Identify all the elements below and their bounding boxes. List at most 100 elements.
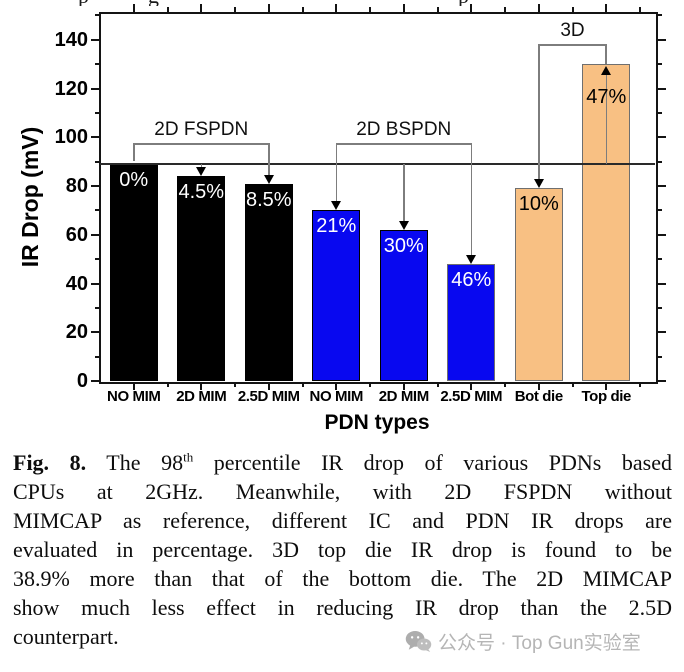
arrow-line: [335, 143, 338, 202]
bar-percent-label: 30%: [383, 234, 424, 257]
y-major-tick: [91, 185, 100, 188]
y-minor-tick: [95, 355, 100, 358]
group-bracket: [336, 143, 472, 145]
bar: [244, 183, 293, 381]
caption-line: show much less effect in reducing IR dro…: [13, 595, 672, 620]
y-minor-tick: [95, 160, 100, 163]
x-major-tick: [267, 4, 270, 12]
y-major-tick: [657, 380, 666, 382]
bar: [514, 188, 563, 381]
arrowhead-down-icon: [398, 220, 409, 230]
x-minor-tick: [504, 382, 506, 387]
x-tick-label: NO MIM: [107, 388, 161, 405]
group-label: 2D FSPDN: [154, 119, 249, 140]
bar-percent-label: 46%: [451, 269, 492, 292]
y-minor-tick: [657, 306, 662, 309]
x-major-tick: [335, 382, 338, 390]
wechat-icon: [405, 631, 432, 652]
y-major-tick: [657, 87, 666, 90]
y-major-tick: [91, 233, 100, 236]
arrowhead-down-icon: [533, 179, 544, 189]
bar-percent-label: 0%: [119, 169, 149, 192]
y-minor-tick: [657, 355, 662, 358]
y-tick-label: 0: [76, 370, 88, 392]
arrow-line: [605, 74, 608, 165]
x-minor-tick: [234, 7, 236, 12]
cropped-glyph: p: [78, 0, 89, 6]
bar: [379, 229, 428, 381]
y-major-tick: [657, 185, 666, 188]
group-bracket: [133, 143, 269, 145]
y-minor-tick: [95, 111, 100, 114]
y-major-tick: [657, 136, 666, 139]
x-minor-tick: [504, 7, 506, 12]
y-tick-label: 120: [54, 77, 88, 100]
cropped-glyph: g: [148, 0, 159, 6]
bar-percent-label: 47%: [586, 86, 627, 109]
plot-frame: [99, 12, 658, 384]
x-minor-tick: [639, 7, 641, 12]
caption-line: Fig. 8. The 98th percentile IR drop of v…: [13, 449, 672, 475]
arrow-line: [268, 143, 270, 175]
y-major-tick: [91, 282, 100, 285]
arrowhead-down-icon: [331, 201, 342, 211]
group-bracket: [538, 44, 607, 46]
x-major-tick: [335, 4, 338, 12]
y-tick-label: 140: [54, 28, 88, 51]
x-major-tick: [132, 4, 135, 12]
watermark-text: 公众号 · Top Gun实验室: [438, 633, 641, 654]
x-major-tick: [605, 4, 608, 12]
bar-percent-label: 10%: [518, 193, 559, 216]
caption-line: CPUs at 2GHz. Meanwhile, with 2D FSPDN w…: [13, 479, 672, 504]
figure-caption: Fig. 8. The 98th percentile IR drop of v…: [13, 448, 672, 651]
group-label: 2D BSPDN: [356, 119, 452, 140]
x-minor-tick: [436, 7, 439, 12]
x-major-tick: [267, 382, 270, 390]
x-major-tick: [537, 382, 540, 390]
y-major-tick: [657, 233, 666, 236]
caption-line: 38.9% more than that of the bottom die. …: [13, 566, 672, 591]
y-minor-tick: [657, 160, 662, 163]
x-tick-label: 2.5D MIM: [440, 388, 503, 405]
group-label: 3D: [560, 20, 585, 41]
y-major-tick: [91, 38, 100, 41]
x-tick-label: 2D MIM: [176, 388, 227, 405]
x-minor-tick: [301, 7, 304, 12]
reference-line: [100, 163, 655, 166]
x-minor-tick: [571, 7, 574, 12]
y-tick-label: 100: [54, 126, 88, 149]
bar-chart: IR Drop (mV) PDN types 2D FSPDN 2D BSPDN 3…: [17, 4, 666, 434]
x-minor-tick: [436, 382, 439, 387]
y-tick-label: 40: [65, 272, 88, 295]
y-major-tick: [657, 331, 666, 334]
bar-percent-label: 4.5%: [178, 181, 225, 204]
x-major-tick: [402, 382, 405, 390]
x-tick-label: 2D MIM: [378, 388, 430, 405]
caption-line: counterpart.: [13, 624, 119, 649]
y-major-tick: [91, 380, 100, 382]
arrowhead-down-icon: [263, 174, 274, 184]
arrow-line: [470, 143, 473, 256]
x-minor-tick: [301, 382, 304, 387]
y-minor-tick: [95, 209, 100, 212]
y-major-tick: [657, 282, 666, 285]
y-minor-tick: [95, 258, 100, 261]
cropped-glyph: p: [458, 0, 469, 6]
x-major-tick: [537, 4, 540, 12]
y-tick-label: 20: [65, 321, 88, 344]
bar-percent-label: 21%: [316, 215, 357, 238]
y-minor-tick: [657, 111, 662, 114]
y-minor-tick: [657, 63, 662, 66]
x-minor-tick: [234, 382, 236, 387]
bar: [312, 210, 361, 381]
y-major-tick: [657, 38, 666, 41]
bar-percent-label: 8.5%: [245, 188, 292, 211]
bracket-leg: [132, 143, 135, 162]
superscript-th: th: [183, 449, 194, 465]
x-major-tick: [470, 382, 473, 390]
x-minor-tick: [639, 382, 641, 387]
arrowhead-down-icon: [466, 255, 477, 265]
x-tick-label: Top die: [581, 388, 632, 405]
x-tick-label: NO MIM: [309, 388, 364, 405]
y-major-tick: [91, 136, 100, 139]
